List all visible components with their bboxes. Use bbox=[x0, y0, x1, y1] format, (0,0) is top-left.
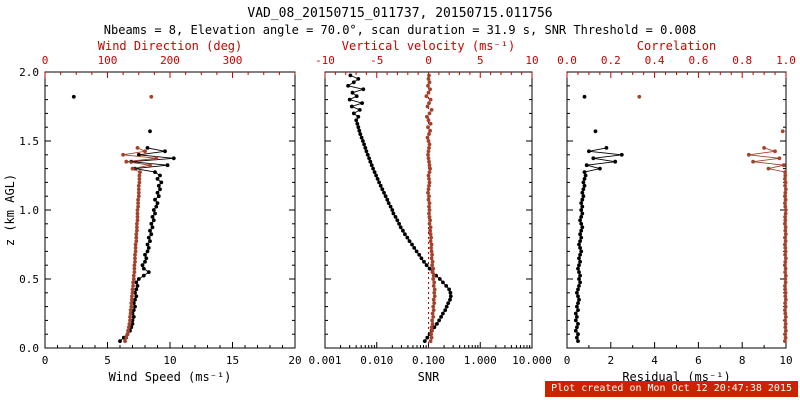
svg-text:0.6: 0.6 bbox=[688, 54, 708, 67]
svg-text:2: 2 bbox=[607, 354, 614, 367]
svg-text:1.000: 1.000 bbox=[464, 354, 497, 367]
vertical-velocity-series bbox=[424, 73, 437, 343]
wind-speed-series bbox=[118, 146, 176, 343]
svg-text:0: 0 bbox=[42, 54, 49, 67]
wind-direction-series bbox=[121, 146, 159, 343]
svg-text:4: 4 bbox=[651, 354, 658, 367]
svg-text:0: 0 bbox=[425, 54, 432, 67]
wind-speed-outliers-series bbox=[71, 94, 152, 134]
svg-text:1.0: 1.0 bbox=[776, 54, 796, 67]
svg-text:0.001: 0.001 bbox=[308, 354, 341, 367]
svg-text:2.0: 2.0 bbox=[19, 66, 39, 79]
svg-text:1.0: 1.0 bbox=[19, 204, 39, 217]
svg-text:10: 10 bbox=[163, 354, 176, 367]
svg-text:0: 0 bbox=[42, 354, 49, 367]
svg-text:8: 8 bbox=[739, 354, 746, 367]
plot-subtitle: Nbeams = 8, Elevation angle = 70.0°, sca… bbox=[103, 23, 697, 37]
svg-text:20: 20 bbox=[288, 354, 301, 367]
snr-profile-panel: 0.001 0.010 0.100 1.000 10.000 SNR -10 -5 0 5 10 Ve… bbox=[308, 39, 551, 384]
svg-text:0.010: 0.010 bbox=[360, 354, 393, 367]
svg-text:15: 15 bbox=[226, 354, 239, 367]
svg-text:Wind Speed (ms⁻¹): Wind Speed (ms⁻¹) bbox=[109, 370, 232, 384]
svg-text:0.8: 0.8 bbox=[732, 54, 752, 67]
snr-series bbox=[346, 73, 453, 343]
svg-text:z (km AGL): z (km AGL) bbox=[3, 174, 17, 246]
svg-text:0: 0 bbox=[564, 354, 571, 367]
wind-profile-panel: 0 5 10 15 20 Wind Speed (ms⁻¹) 0 100 200 300Wind … bbox=[3, 39, 302, 384]
svg-text:0.5: 0.5 bbox=[19, 273, 39, 286]
svg-text:0.100: 0.100 bbox=[412, 354, 445, 367]
svg-text:300: 300 bbox=[223, 54, 243, 67]
svg-text:200: 200 bbox=[160, 54, 180, 67]
plot-title: VAD_08_20150715_011737, 20150715.011756 bbox=[247, 6, 553, 21]
svg-text:5: 5 bbox=[477, 54, 484, 67]
svg-text:Correlation: Correlation bbox=[637, 39, 716, 53]
residual-outliers-series bbox=[582, 94, 598, 134]
svg-text:10.000: 10.000 bbox=[512, 354, 552, 367]
wind-direction-outliers-series bbox=[149, 94, 154, 99]
residual-profile-panel: 0 2 4 6 8 10 Residual (ms⁻¹) 0.0 0.2 0.4 0.6 0.8 1.0… bbox=[557, 39, 796, 384]
svg-text:-10: -10 bbox=[315, 54, 335, 67]
residual-series bbox=[573, 146, 624, 343]
svg-text:0.0: 0.0 bbox=[19, 342, 39, 355]
svg-text:0.0: 0.0 bbox=[557, 54, 577, 67]
svg-text:SNR: SNR bbox=[418, 370, 440, 384]
svg-text:-5: -5 bbox=[370, 54, 383, 67]
correlation-outliers-series bbox=[637, 94, 785, 134]
svg-text:6: 6 bbox=[695, 354, 702, 367]
svg-text:10: 10 bbox=[779, 354, 792, 367]
svg-text:0.4: 0.4 bbox=[645, 54, 665, 67]
svg-text:0.2: 0.2 bbox=[601, 54, 621, 67]
svg-text:Wind Direction (deg): Wind Direction (deg) bbox=[98, 39, 243, 53]
svg-text:5: 5 bbox=[104, 354, 111, 367]
svg-text:100: 100 bbox=[98, 54, 118, 67]
correlation-series bbox=[746, 146, 788, 343]
svg-text:10: 10 bbox=[525, 54, 538, 67]
svg-text:Vertical velocity (ms⁻¹): Vertical velocity (ms⁻¹) bbox=[342, 39, 515, 53]
svg-text:Residual (ms⁻¹): Residual (ms⁻¹) bbox=[622, 370, 730, 384]
svg-text:1.5: 1.5 bbox=[19, 135, 39, 148]
creation-stamp: Plot created on Mon Oct 12 20:47:38 2015 bbox=[545, 381, 798, 397]
